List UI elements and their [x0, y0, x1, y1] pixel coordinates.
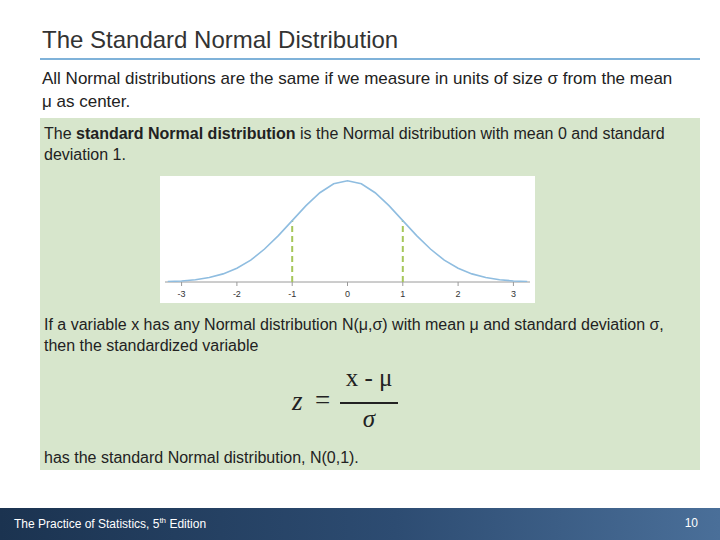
x-tick-label: 3	[511, 289, 516, 299]
x-tick	[181, 282, 182, 286]
reference-line	[291, 221, 293, 282]
footer-text: The Practice of Statistics, 5th Edition	[14, 516, 206, 531]
reference-line	[402, 221, 404, 282]
definition-before: The	[44, 125, 76, 142]
x-tick-label: -2	[233, 289, 241, 299]
x-tick-label: -3	[178, 289, 186, 299]
plot-area	[168, 181, 527, 282]
footer-part: th	[159, 516, 166, 525]
formula-bar	[340, 402, 398, 404]
formula-z: z	[292, 386, 303, 417]
formula-equals: =	[315, 385, 330, 416]
footer-bar: The Practice of Statistics, 5th Edition 1…	[0, 508, 720, 540]
intro-text: All Normal distributions are the same if…	[42, 67, 682, 113]
x-tick	[236, 282, 237, 286]
x-tick	[292, 282, 293, 286]
page-number: 10	[685, 516, 698, 530]
density-curve	[168, 181, 527, 282]
definition-text: The standard Normal distribution is the …	[44, 123, 684, 165]
title-rule	[40, 58, 700, 60]
formula-denominator: σ	[338, 405, 400, 433]
x-tick-label: 2	[456, 289, 461, 299]
definition-term: standard Normal distribution	[76, 125, 296, 142]
conclusion-text: has the standard Normal distribution, N(…	[44, 448, 684, 468]
footer-part: Edition	[166, 517, 206, 531]
formula-numerator: x - μ	[338, 364, 400, 392]
x-tick-label: 1	[400, 289, 405, 299]
x-tick	[458, 282, 459, 286]
x-tick	[402, 282, 403, 286]
statement-text: If a variable x has any Normal distribut…	[44, 314, 684, 356]
slide-title: The Standard Normal Distribution	[42, 26, 398, 54]
x-tick-label: 0	[345, 289, 350, 299]
x-tick	[347, 282, 348, 286]
normal-curve-chart: -3 -2 -1 0 1 2 3	[160, 176, 535, 303]
x-tick-label: -1	[288, 289, 296, 299]
x-tick	[513, 282, 514, 286]
footer-part: The Practice of Statistics, 5	[14, 517, 159, 531]
